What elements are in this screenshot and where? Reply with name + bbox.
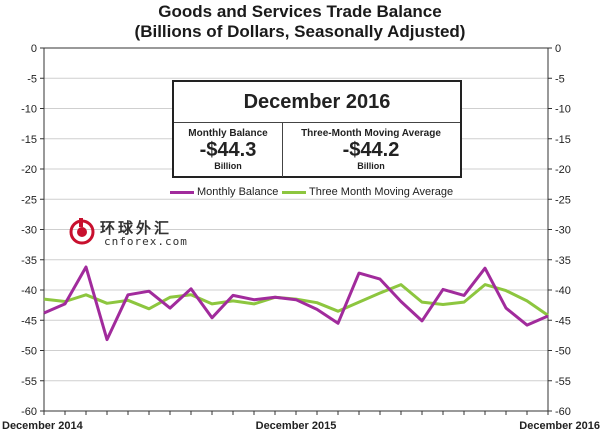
y-tick-label-left: -15 <box>21 134 37 146</box>
y-tick-label-left: -25 <box>21 194 37 206</box>
y-tick-label-left: -10 <box>21 104 37 116</box>
legend-item-average: Three Month Moving Average <box>282 186 453 198</box>
annotation-header: December 2016 <box>243 91 391 113</box>
y-tick-label-left: -50 <box>21 346 37 358</box>
x-tick-label: December 2014 <box>2 420 84 432</box>
y-tick-label-left: -35 <box>21 255 37 267</box>
annotation-average: Three-Month Moving Average -$44.2 Billio… <box>282 122 460 177</box>
y-tick-label-left: -60 <box>21 406 37 418</box>
x-tick-label: December 2015 <box>256 420 337 432</box>
series-line <box>43 265 549 342</box>
y-tick-label-right: -5 <box>555 73 565 85</box>
y-tick-label-left: -30 <box>21 225 37 237</box>
annotation-monthly-unit: Billion <box>214 161 242 171</box>
annotation-monthly: Monthly Balance -$44.3 Billion <box>174 122 283 177</box>
grid-layer <box>44 47 548 412</box>
y-tick-label-right: -55 <box>555 376 571 388</box>
watermark: 环球外汇 cnforex.com <box>68 216 218 252</box>
y-tick-label-right: -10 <box>555 104 571 116</box>
y-tick-label-left: -45 <box>21 315 37 327</box>
watermark-url: cnforex.com <box>104 235 188 248</box>
y-tick-label-left: -40 <box>21 285 37 297</box>
y-tick-label-right: -15 <box>555 134 571 146</box>
right-axis: 0 -5 -10 -15 -20 -25 -30 -35 -40 -45 -50 -55 -60 <box>548 43 571 418</box>
annotation-average-value: -$44.2 <box>342 139 400 161</box>
legend-label-average: Three Month Moving Average <box>309 186 454 198</box>
x-axis: December 2014 December 2015 December 2016 <box>2 411 600 432</box>
y-tick-label-right: -60 <box>555 406 571 418</box>
legend-swatch-average <box>282 190 306 194</box>
legend: Monthly Balance Three Month Moving Avera… <box>170 186 470 202</box>
y-tick-label-right: -35 <box>555 255 571 267</box>
y-tick-label-left: -20 <box>21 164 37 176</box>
cnforex-logo-icon <box>69 218 95 245</box>
legend-swatch-monthly <box>170 190 194 194</box>
x-tick-label: December 2016 <box>519 420 600 432</box>
annotation-average-unit: Billion <box>357 161 385 171</box>
y-tick-label-right: -30 <box>555 225 571 237</box>
annotation-monthly-value: -$44.3 <box>199 139 257 161</box>
y-tick-label-right: -50 <box>555 346 571 358</box>
legend-item-monthly: Monthly Balance <box>170 186 278 198</box>
watermark-cn-text: 环球外汇 <box>100 219 173 237</box>
chart-subtitle: (Billions of Dollars, Seasonally Adjuste… <box>134 22 466 41</box>
series-layer <box>43 265 549 342</box>
y-tick-label-right: -40 <box>555 285 571 297</box>
y-tick-label-left: -55 <box>21 376 37 388</box>
annotation-average-label: Three-Month Moving Average <box>301 128 441 139</box>
y-tick-label-right: -20 <box>555 164 571 176</box>
y-tick-label-left: -5 <box>27 73 37 85</box>
y-tick-label-right: -25 <box>555 194 571 206</box>
y-tick-label-left: 0 <box>31 43 37 55</box>
y-tick-label-right: 0 <box>555 43 561 55</box>
y-tick-label-right: -45 <box>555 315 571 327</box>
legend-label-monthly: Monthly Balance <box>197 186 279 198</box>
annotation-box: December 2016 Monthly Balance -$44.3 Bil… <box>172 80 462 178</box>
chart-title: Goods and Services Trade Balance <box>158 2 442 21</box>
annotation-monthly-label: Monthly Balance <box>188 128 268 139</box>
left-axis: 0 -5 -10 -15 -20 -25 -30 -35 -40 -45 -50 -55 -60 <box>21 43 44 418</box>
